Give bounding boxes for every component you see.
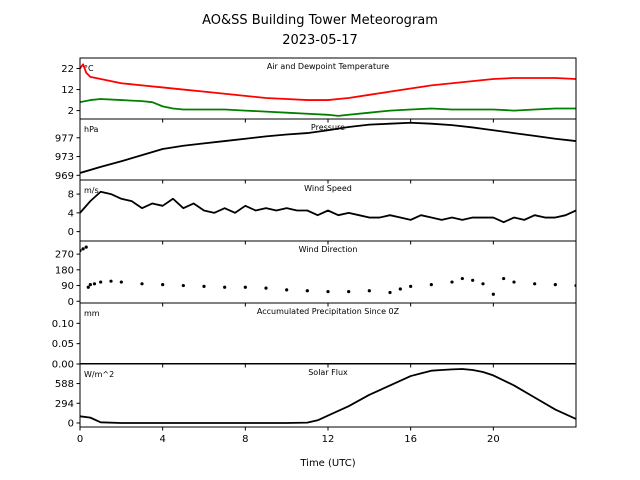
- y-tick-label: 0: [68, 418, 74, 429]
- data-point: [181, 283, 185, 288]
- y-tick-label: 12: [61, 85, 74, 96]
- panel-unit-label: °C: [84, 64, 94, 73]
- x-tick-label: 0: [77, 434, 83, 445]
- data-point: [512, 280, 516, 284]
- data-point: [88, 283, 92, 287]
- shared-x-axis: 0 4 8 12 16 20: [77, 434, 500, 445]
- series-line-0: [80, 190, 576, 224]
- data-point: [264, 286, 268, 290]
- panel-5: 0 294 588 Solar Flux W/m^2: [55, 363, 577, 431]
- data-point: [502, 276, 506, 281]
- panels-group: 2 12 22 Air and Dewpoint Temperature °C 969 97…: [52, 57, 577, 431]
- data-point: [326, 290, 330, 294]
- panel-2-data: [80, 190, 576, 224]
- y-tick-label: 588: [55, 379, 74, 390]
- data-point: [553, 283, 557, 287]
- data-point: [450, 280, 454, 284]
- y-tick-label: 90: [61, 281, 74, 292]
- panel-4: 0.00 0.05 0.10 Accumulated Precipitation Si…: [52, 302, 577, 371]
- data-point: [533, 282, 537, 286]
- panel-unit-label: W/m^2: [84, 370, 114, 379]
- data-point: [429, 283, 433, 287]
- data-point: [398, 287, 402, 291]
- series-line-0: [80, 121, 576, 174]
- panel-1-data: [80, 121, 576, 174]
- series-line-1: [80, 98, 576, 117]
- y-tick-label: 0.10: [52, 319, 74, 330]
- data-point: [471, 278, 475, 282]
- y-tick-label: 4: [68, 208, 74, 219]
- x-tick-label: 20: [487, 434, 500, 445]
- y-tick-label: 294: [55, 399, 74, 410]
- panel-unit-label: mm: [84, 309, 100, 318]
- y-tick-label: 8: [68, 190, 74, 201]
- panel-5-data: [80, 368, 576, 424]
- y-tick-label: 977: [55, 133, 74, 144]
- data-point: [109, 279, 113, 283]
- panel-title: Solar Flux: [308, 368, 348, 377]
- data-point: [243, 285, 247, 289]
- data-point: [388, 290, 392, 295]
- panel-unit-label: m/s: [84, 186, 99, 195]
- panel-3-data: [80, 245, 576, 296]
- data-point: [305, 289, 309, 293]
- data-point: [481, 282, 485, 286]
- y-tick-label: 0: [68, 297, 74, 308]
- x-tick-label: 12: [322, 434, 335, 445]
- x-tick-label: 8: [242, 434, 248, 445]
- series-line-0: [80, 368, 576, 424]
- data-point: [367, 289, 371, 293]
- panel-title: Wind Speed: [304, 184, 352, 193]
- panel-title: Air and Dewpoint Temperature: [267, 62, 389, 71]
- data-point: [119, 280, 123, 284]
- y-tick-label: 969: [55, 171, 74, 182]
- panel-2: 0 4 8 Wind Speed m/s: [68, 179, 577, 245]
- data-point: [161, 283, 165, 287]
- y-tick-label: 0.05: [52, 339, 74, 350]
- y-tick-label: 0: [68, 227, 74, 238]
- y-tick-label: 2: [68, 106, 74, 117]
- panel-title: Accumulated Precipitation Since 0Z: [257, 307, 400, 316]
- panel-0: 2 12 22 Air and Dewpoint Temperature °C: [61, 57, 577, 123]
- data-point: [491, 292, 495, 296]
- y-tick-label: 973: [55, 152, 74, 163]
- panel-title: Pressure: [311, 123, 345, 132]
- panel-0-data: [80, 63, 576, 117]
- y-tick-label: 0.00: [52, 360, 74, 371]
- panel-1: 969 973 977 Pressure hPa: [55, 118, 577, 184]
- data-point: [92, 282, 97, 286]
- x-tick-label: 16: [404, 434, 417, 445]
- data-point: [99, 280, 103, 284]
- data-point: [347, 290, 351, 294]
- figure-subtitle: 2023-05-17: [282, 33, 358, 48]
- series-line-0: [80, 63, 576, 101]
- x-tick-label: 4: [159, 434, 165, 445]
- data-point: [140, 282, 144, 286]
- data-point: [223, 285, 227, 289]
- panel-unit-label: hPa: [84, 125, 99, 134]
- data-point: [285, 288, 289, 292]
- data-point: [202, 284, 206, 289]
- y-tick-label: 270: [55, 250, 74, 261]
- panel-title: Wind Direction: [299, 245, 358, 254]
- data-point: [409, 284, 413, 289]
- data-point: [81, 247, 85, 251]
- figure-title: AO&SS Building Tower Meteorogram: [202, 13, 438, 28]
- panel-3: 0 90 180 270 Wind Direction: [55, 240, 577, 308]
- data-point: [86, 285, 90, 289]
- y-tick-label: 180: [55, 265, 74, 276]
- data-point: [460, 276, 464, 281]
- y-tick-label: 22: [61, 64, 74, 75]
- data-point: [84, 245, 88, 249]
- x-axis-title: Time (UTC): [299, 458, 355, 469]
